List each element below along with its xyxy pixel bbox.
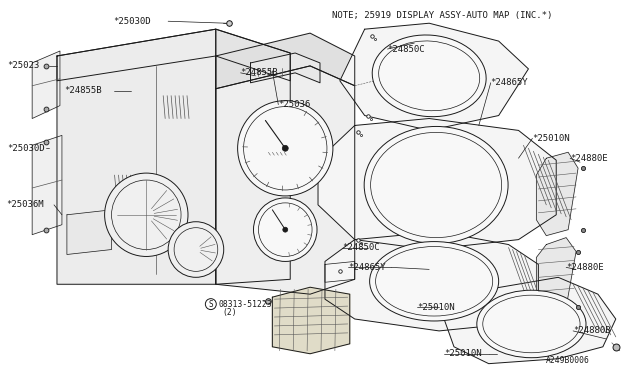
Text: *25030D: *25030D — [7, 144, 45, 153]
Ellipse shape — [477, 290, 586, 358]
Ellipse shape — [364, 126, 508, 244]
Polygon shape — [273, 287, 350, 354]
Text: *25036M: *25036M — [6, 201, 44, 209]
Text: *24880B: *24880B — [573, 326, 611, 336]
Text: *25010N: *25010N — [444, 349, 482, 358]
Text: *25010N: *25010N — [532, 134, 570, 143]
Polygon shape — [444, 277, 616, 364]
Circle shape — [282, 145, 288, 151]
Polygon shape — [32, 135, 62, 235]
Polygon shape — [216, 66, 355, 294]
Ellipse shape — [372, 35, 486, 117]
Text: A249B0006: A249B0006 — [547, 356, 590, 365]
Polygon shape — [57, 29, 216, 284]
Text: *24850C: *24850C — [342, 243, 380, 252]
Polygon shape — [216, 29, 290, 284]
Circle shape — [283, 227, 288, 232]
Text: (2): (2) — [223, 308, 237, 317]
Text: *25030D: *25030D — [113, 17, 151, 26]
Text: *24880E: *24880E — [570, 154, 608, 163]
Polygon shape — [340, 23, 529, 131]
Polygon shape — [325, 262, 355, 282]
Text: *25010N: *25010N — [417, 302, 455, 312]
Circle shape — [104, 173, 188, 256]
Text: *24855B: *24855B — [64, 86, 102, 95]
Polygon shape — [536, 152, 578, 235]
Text: *24880E: *24880E — [566, 263, 604, 272]
Circle shape — [168, 222, 224, 277]
Circle shape — [253, 198, 317, 262]
Text: NOTE; 25919 DISPLAY ASSY-AUTO MAP (INC.*): NOTE; 25919 DISPLAY ASSY-AUTO MAP (INC.*… — [332, 11, 552, 20]
Polygon shape — [57, 29, 290, 81]
Text: *25023: *25023 — [7, 61, 40, 70]
Polygon shape — [67, 210, 111, 254]
Text: *24855B: *24855B — [241, 68, 278, 77]
Text: 08313-51223: 08313-51223 — [219, 299, 273, 309]
Text: *25036: *25036 — [278, 100, 310, 109]
Polygon shape — [216, 33, 355, 89]
Polygon shape — [325, 232, 538, 331]
Text: *24865Y: *24865Y — [491, 78, 529, 87]
Polygon shape — [536, 238, 576, 314]
Polygon shape — [250, 53, 320, 83]
Text: *24865Y: *24865Y — [348, 263, 385, 272]
Text: S: S — [209, 299, 213, 309]
Ellipse shape — [370, 241, 499, 321]
Polygon shape — [32, 51, 60, 119]
Circle shape — [237, 101, 333, 196]
Polygon shape — [318, 119, 556, 250]
Text: *24850C: *24850C — [387, 45, 425, 54]
